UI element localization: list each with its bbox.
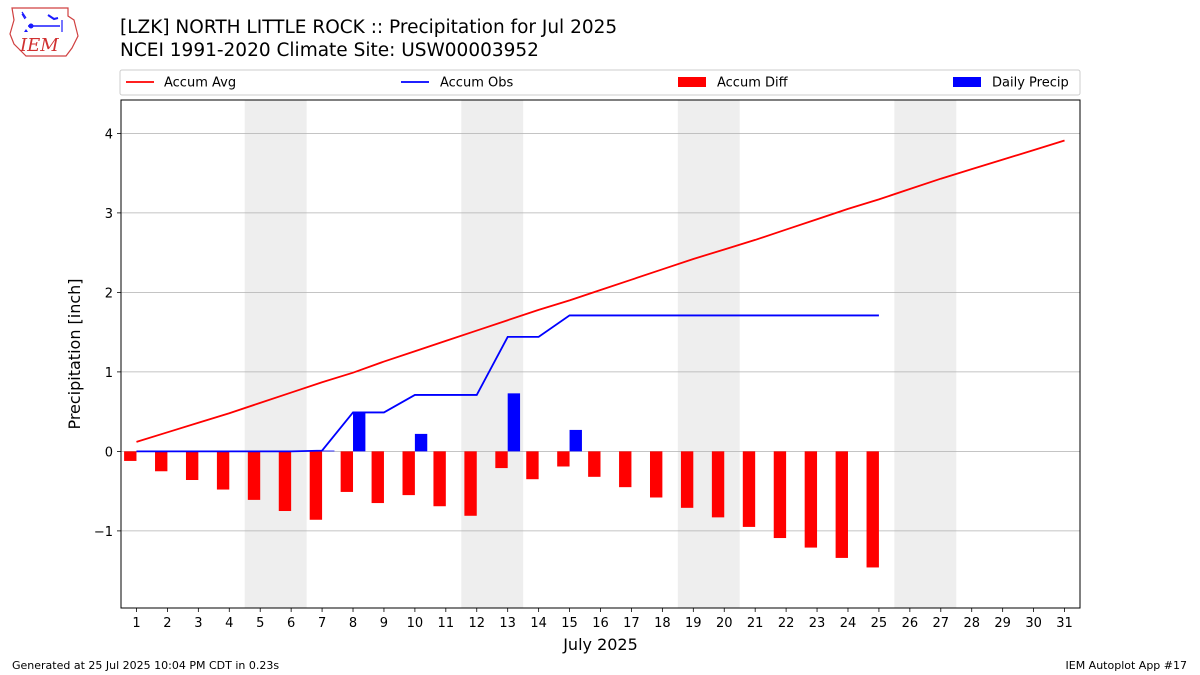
accum-diff-bar [804,451,818,548]
accum-avg-line [136,139,1065,443]
accum-diff-bar [340,451,354,492]
accum-diff-bar [433,451,446,507]
weekend-band [461,100,524,608]
x-tick-label: 16 [592,616,609,631]
legend-item-accum-avg: Accum Avg [126,76,236,91]
accum-diff-bar [155,451,168,472]
accum-diff-bar [742,451,756,527]
accum-diff-bar [866,451,879,568]
accum-diff-bar [216,451,230,490]
x-tick-label: 12 [468,616,485,631]
x-tick-label: 18 [654,616,671,631]
legend-label-accum-diff: Accum Diff [717,76,789,91]
x-tick-label: 13 [499,616,516,631]
x-tick-label: 5 [256,616,264,631]
x-tick-label: 25 [871,616,888,631]
x-tick-label: 27 [933,616,950,631]
legend-item-daily-precip: Daily Precip [953,76,1069,91]
x-tick-label: 23 [809,616,826,631]
logo-text: IEM [19,35,59,56]
x-tick-label: 26 [902,616,919,631]
weekend-band [677,100,740,608]
x-tick-label: 17 [623,616,640,631]
x-tick-label: 4 [225,616,233,631]
y-tick-label: −1 [94,525,113,540]
accum-diff-bar [185,451,199,481]
legend: Accum Avg Accum Obs Accum Diff Daily Pre… [119,69,1081,96]
accum-diff-bar [557,451,570,467]
accum-obs-line [136,314,879,453]
accum-diff-bar [588,451,601,477]
chart-title: [LZK] NORTH LITTLE ROCK :: Precipitation… [120,17,618,38]
y-tick-label: 1 [105,366,113,381]
legend-item-accum-obs: Accum Obs [401,76,513,91]
accum-diff-bar [680,451,694,508]
x-tick-label: 31 [1056,616,1073,631]
weekend-band [244,100,307,608]
x-tick-label: 7 [318,616,326,631]
daily-precip-bar [414,433,428,452]
iem-logo: IEM [9,7,79,57]
x-tick-label: 2 [163,616,171,631]
legend-item-accum-diff: Accum Diff [678,76,789,91]
accum-diff-bar [278,451,292,512]
accum-diff-bar [124,451,137,461]
x-tick-label: 19 [685,616,702,631]
x-tick-label: 29 [994,616,1011,631]
bars [124,393,879,568]
accum-diff-bar [526,451,539,480]
x-tick-label: 9 [380,616,388,631]
accum-diff-bar [402,451,415,496]
accum-diff-bar [464,451,477,516]
legend-label-accum-obs: Accum Obs [440,76,513,91]
legend-swatch-daily-precip [953,77,981,87]
daily-precip-bar [569,429,582,452]
legend-label-accum-avg: Accum Avg [164,76,236,91]
y-axis-label: Precipitation [inch] [65,278,84,429]
y-tick-label: 2 [105,286,113,301]
x-tick-label: 10 [407,616,424,631]
x-axis-label: July 2025 [562,635,638,654]
x-tick-label: 1 [132,616,140,631]
accum-diff-bar [371,451,384,504]
accum-diff-bar [649,451,663,498]
x-tick-label: 11 [438,616,455,631]
footer-generated: Generated at 25 Jul 2025 10:04 PM CDT in… [12,659,280,672]
x-tick-label: 28 [963,616,980,631]
x-tick-label: 8 [349,616,357,631]
x-tick-label: 3 [194,616,202,631]
accum-diff-bar [619,451,632,488]
accum-diff-bar [773,451,787,539]
daily-precip-bar [507,393,521,452]
weekend-shading [244,100,957,608]
accum-diff-bar [835,451,848,558]
x-tick-label: 22 [778,616,795,631]
daily-precip-bar [322,450,335,452]
y-tick-label: 0 [105,445,113,460]
legend-label-daily-precip: Daily Precip [992,76,1069,91]
y-gridlines [121,132,1080,532]
daily-precip-bar [353,412,366,452]
y-tick-label: 4 [105,127,113,142]
x-tick-label: 15 [561,616,578,631]
accum-diff-bar [711,451,725,518]
legend-box [119,69,1081,96]
legend-swatch-accum-diff [678,77,706,87]
accum-diff-bar [247,451,261,500]
accum-diff-bar [309,451,323,520]
y-tick-label: 3 [105,207,113,222]
footer-app: IEM Autoplot App #17 [1065,659,1188,672]
x-tick-label: 6 [287,616,295,631]
x-tick-label: 30 [1025,616,1042,631]
x-tick-label: 24 [840,616,857,631]
chart-subtitle: NCEI 1991-2020 Climate Site: USW00003952 [120,40,539,61]
lines [136,139,1065,453]
x-tick-label: 21 [747,616,764,631]
x-tick-label: 14 [530,616,547,631]
x-tick-label: 20 [716,616,733,631]
accum-diff-bar [495,451,508,469]
